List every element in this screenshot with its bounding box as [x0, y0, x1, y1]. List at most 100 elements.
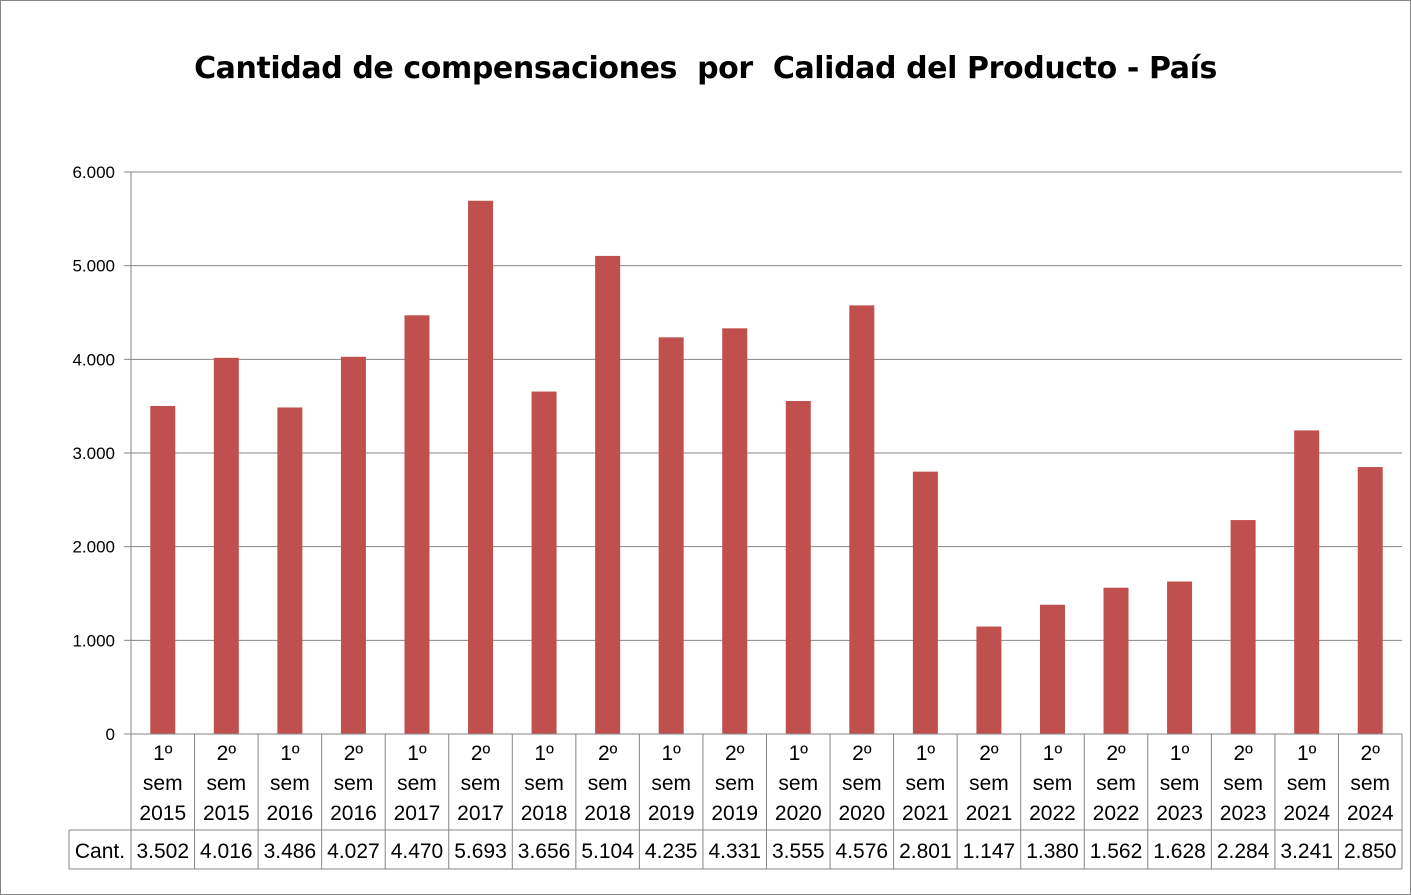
y-tick-label: 1.000 [72, 631, 115, 650]
bar [468, 200, 494, 734]
x-tick-label: 2º [979, 742, 999, 765]
data-label: 2.850 [1344, 840, 1397, 863]
x-tick-label: sem [270, 772, 310, 795]
bar [1230, 520, 1256, 734]
data-label: 2.284 [1217, 840, 1270, 863]
data-label: 3.502 [136, 840, 189, 863]
x-tick-label: sem [524, 772, 564, 795]
x-tick-label: 2023 [1156, 802, 1203, 825]
bar [722, 328, 748, 734]
x-tick-label: sem [1350, 772, 1390, 795]
x-tick-label: 2017 [457, 802, 504, 825]
x-tick-label: sem [143, 772, 183, 795]
x-tick-label: 2015 [203, 802, 250, 825]
bar [785, 401, 811, 734]
chart-title: Cantidad de compensaciones por Calidad d… [194, 51, 1217, 86]
data-label: 3.241 [1280, 840, 1333, 863]
data-label: 1.628 [1153, 840, 1206, 863]
data-label: 1.147 [963, 840, 1016, 863]
bar [404, 315, 430, 734]
bar [1103, 587, 1129, 734]
bar [1167, 581, 1193, 734]
bar [976, 626, 1002, 734]
x-tick-label: 2018 [584, 802, 631, 825]
x-tick-label: 1º [1170, 742, 1190, 765]
y-tick-label: 0 [106, 725, 115, 744]
x-tick-label: 2º [1233, 742, 1253, 765]
data-label: 5.104 [581, 840, 634, 863]
x-tick-label: sem [1223, 772, 1263, 795]
x-tick-label: sem [206, 772, 246, 795]
x-tick-label: 1º [1043, 742, 1063, 765]
x-tick-label: 2º [471, 742, 491, 765]
x-tick-label: 2º [852, 742, 872, 765]
x-tick-label: 2019 [648, 802, 695, 825]
x-tick-label: 1º [534, 742, 554, 765]
x-tick-label: 1º [661, 742, 681, 765]
x-tick-label: sem [1033, 772, 1073, 795]
x-tick-label: 2017 [394, 802, 441, 825]
x-tick-label: 1º [916, 742, 936, 765]
bar [531, 391, 557, 734]
data-label: 1.380 [1026, 840, 1079, 863]
x-tick-label: sem [334, 772, 374, 795]
x-tick-label: 2021 [902, 802, 949, 825]
bar [595, 255, 621, 734]
x-tick-label: 2022 [1093, 802, 1140, 825]
data-label: 4.027 [327, 840, 380, 863]
x-tick-label: sem [842, 772, 882, 795]
x-tick-label: 2018 [521, 802, 568, 825]
data-label: 4.470 [391, 840, 444, 863]
x-tick-label: 2015 [139, 802, 186, 825]
x-tick-label: 2021 [966, 802, 1013, 825]
y-tick-label: 6.000 [72, 163, 115, 182]
data-label: 2.801 [899, 840, 952, 863]
x-tick-label: 2022 [1029, 802, 1076, 825]
x-tick-label: 2º [344, 742, 364, 765]
data-label: 3.486 [264, 840, 317, 863]
y-tick-label: 4.000 [72, 350, 115, 369]
x-tick-label: 2020 [838, 802, 885, 825]
x-tick-label: 2023 [1220, 802, 1267, 825]
x-tick-label: 1º [407, 742, 427, 765]
x-tick-label: 2016 [330, 802, 377, 825]
x-tick-label: 2016 [267, 802, 314, 825]
bar [849, 305, 875, 734]
x-tick-label: sem [778, 772, 818, 795]
x-tick-label: sem [906, 772, 946, 795]
bar [912, 471, 938, 734]
data-label: 5.693 [454, 840, 507, 863]
bar [213, 357, 239, 734]
y-tick-label: 3.000 [72, 444, 115, 463]
x-tick-label: sem [1287, 772, 1327, 795]
data-label: 4.016 [200, 840, 253, 863]
bar [1294, 430, 1320, 734]
data-label: 4.331 [708, 840, 761, 863]
x-tick-label: 1º [1297, 742, 1317, 765]
data-label: 3.555 [772, 840, 825, 863]
y-tick-label: 2.000 [72, 538, 115, 557]
x-tick-label: 2º [1361, 742, 1381, 765]
x-tick-label: sem [969, 772, 1009, 795]
x-tick-label: 2020 [775, 802, 822, 825]
data-label: 1.562 [1090, 840, 1143, 863]
data-label: 4.235 [645, 840, 698, 863]
bar [1357, 467, 1383, 734]
x-tick-label: sem [397, 772, 437, 795]
bar [340, 356, 366, 734]
data-label: 3.656 [518, 840, 571, 863]
x-tick-label: 1º [280, 742, 300, 765]
x-tick-label: sem [461, 772, 501, 795]
x-tick-label: sem [651, 772, 691, 795]
table-series-label: Cant. [75, 840, 125, 863]
x-tick-label: 2º [1106, 742, 1126, 765]
x-tick-label: sem [588, 772, 628, 795]
bar [277, 407, 303, 734]
x-tick-label: 1º [789, 742, 809, 765]
y-tick-label: 5.000 [72, 257, 115, 276]
bar [658, 337, 684, 734]
x-tick-label: 2º [725, 742, 745, 765]
x-tick-label: 1º [153, 742, 173, 765]
x-tick-label: 2º [217, 742, 237, 765]
x-tick-label: sem [1096, 772, 1136, 795]
